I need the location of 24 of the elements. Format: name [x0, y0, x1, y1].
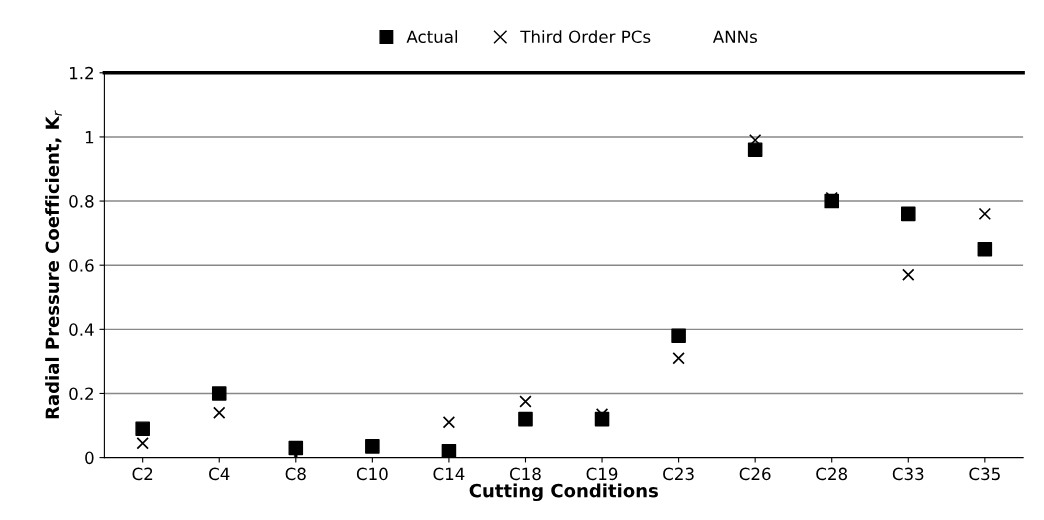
y-tick-label: 0.2	[69, 387, 94, 401]
x-tick-label: C33	[892, 467, 924, 481]
y-tick-label: 0.8	[69, 195, 94, 208]
y-tick-label: 1	[85, 131, 94, 144]
x-tick-label: C18	[509, 467, 541, 481]
y-tick-label: 0.4	[69, 323, 94, 336]
text: ANNs	[712, 30, 757, 44]
y-tick-label: 0	[85, 451, 94, 465]
x-tick-label: C35	[969, 467, 1000, 481]
x-tick-label: C14	[433, 467, 465, 481]
x-tick-label: C26	[739, 467, 771, 481]
legend-label: Third Order PCs	[520, 30, 651, 44]
y-tick-label: 0.6	[69, 259, 94, 272]
x-tick-label: C28	[816, 467, 847, 481]
x-tick-label: C4	[209, 467, 230, 481]
x-tick-label: C23	[663, 467, 694, 481]
x-tick-label: C2	[132, 467, 153, 481]
x-tick-label: C8	[285, 467, 306, 481]
legend-label: Actual	[406, 30, 458, 44]
y-tick-label: 1.2	[70, 66, 94, 80]
y-axis-title: Radial Pressure Coefficient, K$_{r}$	[45, 110, 62, 419]
x-axis-title: Cutting Conditions	[469, 483, 658, 502]
x-tick-label: C10	[356, 467, 388, 481]
x-tick-label: C19	[586, 467, 618, 481]
